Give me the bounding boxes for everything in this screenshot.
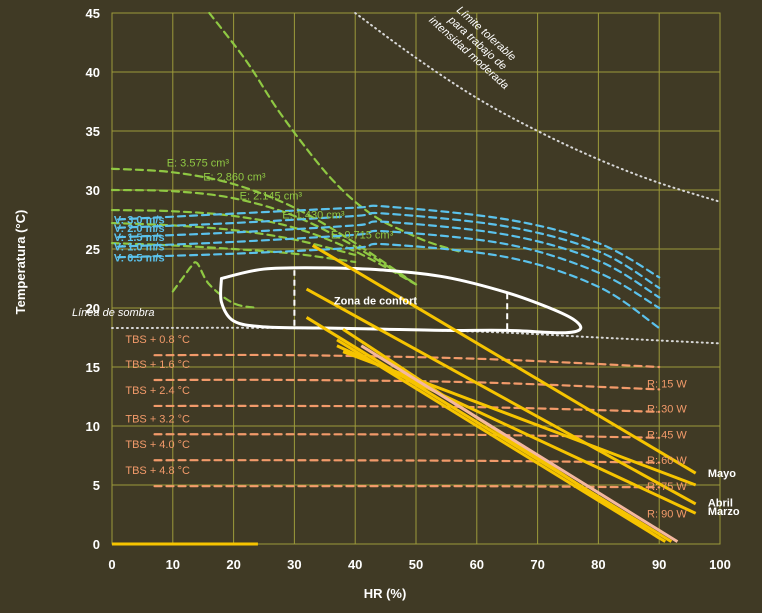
radiation-label: R: 90 W bbox=[647, 508, 687, 520]
evaporative-lower-line bbox=[171, 261, 260, 310]
x-tick-labels: 0 10 20 30 40 50 60 70 80 90 100 bbox=[108, 557, 730, 572]
month-label: Mayo bbox=[708, 468, 736, 480]
radiation-label: R: 15 W bbox=[647, 379, 687, 391]
tbs-line bbox=[153, 404, 661, 413]
evaporative-label: E: 3.575 cm³ bbox=[167, 157, 230, 169]
velocity-line bbox=[116, 220, 661, 299]
grid bbox=[111, 12, 721, 545]
evaporative-label: E: 1.430 cm³ bbox=[282, 209, 345, 221]
tbs-label: TBS + 4.0 °C bbox=[125, 439, 190, 451]
tbs-label: TBS + 0.8 °C bbox=[125, 334, 190, 346]
x-tick-label: 100 bbox=[709, 557, 731, 572]
y-tick-label: 35 bbox=[86, 124, 100, 139]
comfort-zone-outline bbox=[219, 266, 583, 335]
month-label: Marzo bbox=[708, 506, 740, 518]
comfort-zone-label: Zona de confort bbox=[334, 295, 417, 307]
x-axis-title: HR (%) bbox=[364, 586, 407, 601]
radiation-label: R: 75 W bbox=[647, 481, 687, 493]
velocity-label: V: 1.0 m/s bbox=[114, 242, 165, 254]
velocity-label: V: 0.5 m/s bbox=[114, 252, 165, 264]
x-tick-label: 60 bbox=[470, 557, 484, 572]
y-tick-label: 10 bbox=[86, 419, 100, 434]
radiation-label: R: 60 W bbox=[647, 455, 687, 467]
y-tick-label: 30 bbox=[86, 183, 100, 198]
radiation-label: R: 45 W bbox=[647, 429, 687, 441]
month-label: Abril bbox=[708, 498, 733, 510]
velocity-line bbox=[116, 229, 661, 310]
velocity-line bbox=[116, 211, 661, 290]
evaporative-line bbox=[110, 208, 418, 286]
x-tick-label: 20 bbox=[226, 557, 240, 572]
radiation-label: R: 30 W bbox=[647, 403, 687, 415]
x-tick-label: 40 bbox=[348, 557, 362, 572]
shade-line bbox=[111, 326, 721, 345]
y-tick-label: 20 bbox=[86, 301, 100, 316]
velocity-line bbox=[116, 242, 661, 330]
tbs-line bbox=[153, 459, 661, 464]
evaporative-line bbox=[110, 167, 418, 286]
y-tick-label: 15 bbox=[86, 360, 100, 375]
tbs-line bbox=[153, 433, 661, 439]
x-tick-label: 70 bbox=[530, 557, 544, 572]
month-line bbox=[342, 350, 697, 487]
tbs-line bbox=[153, 353, 661, 369]
y-axis-title: Temperatura (°C) bbox=[13, 210, 28, 315]
x-tick-label: 50 bbox=[409, 557, 423, 572]
evaporative-line bbox=[110, 221, 357, 256]
shade-line-label: Línea de sombra bbox=[72, 307, 155, 319]
velocity-line bbox=[116, 204, 661, 279]
tbs-label: TBS + 4.8 °C bbox=[125, 465, 190, 477]
evaporative-label: E: 2.860 cm³ bbox=[203, 172, 266, 184]
velocity-label: V: 1.5 m/s bbox=[114, 232, 165, 244]
tbs-line bbox=[153, 378, 661, 391]
y-tick-label: 40 bbox=[86, 65, 100, 80]
x-tick-label: 80 bbox=[591, 557, 605, 572]
pink-line bbox=[360, 344, 679, 543]
velocity-label: V: 2.0 m/s bbox=[114, 223, 165, 235]
month-line bbox=[336, 338, 667, 543]
tbs-line bbox=[153, 484, 661, 489]
y-tick-label: 45 bbox=[86, 6, 100, 21]
y-tick-labels: 0 5 10 15 20 25 30 35 40 45 bbox=[86, 6, 100, 552]
x-tick-label: 0 bbox=[108, 557, 115, 572]
evaporative-boundary-line bbox=[208, 11, 460, 253]
y-tick-label: 25 bbox=[86, 242, 100, 257]
month-line bbox=[311, 244, 697, 475]
y-tick-label: 5 bbox=[93, 478, 100, 493]
tolerable-limit-curve bbox=[354, 12, 721, 203]
evaporative-label: E: 2.145 cm³ bbox=[240, 190, 303, 202]
label-layer: E: 3.575 cm³ E: 2.860 cm³ E: 2.145 cm³ E: 1… bbox=[72, 4, 740, 520]
series-layer bbox=[110, 11, 721, 546]
evaporative-label: E: 0.715 cm³ bbox=[331, 229, 394, 241]
evaporative-line bbox=[110, 188, 418, 286]
month-line bbox=[305, 287, 697, 506]
tbs-label: TBS + 1.6 °C bbox=[125, 359, 190, 371]
x-tick-label: 90 bbox=[652, 557, 666, 572]
y-tick-label: 0 bbox=[93, 537, 100, 552]
x-tick-label: 30 bbox=[287, 557, 301, 572]
tbs-label: TBS + 3.2 °C bbox=[125, 413, 190, 425]
x-tick-label: 10 bbox=[166, 557, 180, 572]
velocity-label: V: 3.0 m/s bbox=[114, 215, 165, 227]
tbs-label: TBS + 2.4 °C bbox=[125, 385, 190, 397]
